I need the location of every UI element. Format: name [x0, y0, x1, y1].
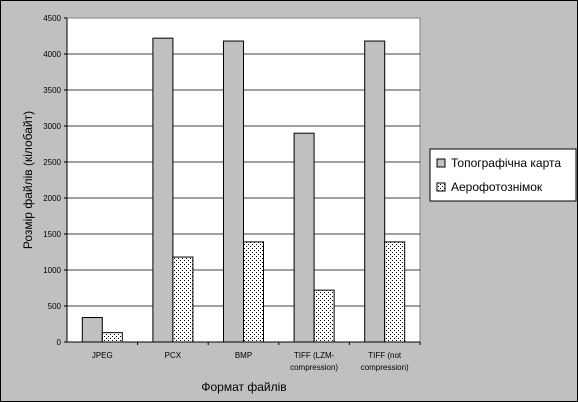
- x-tick-label: JPEG: [92, 351, 113, 360]
- x-axis-ticks: JPEG PCX BMP TIFF (LZM-compression) TIFF (no…: [92, 342, 421, 372]
- x-axis-title: Формат файлів: [201, 380, 286, 394]
- y-tick-label: 2000: [43, 194, 61, 203]
- bar-topographic: [364, 40, 386, 343]
- y-tick-label: 1500: [43, 230, 61, 239]
- bar-aerial: [243, 241, 264, 343]
- bar-aerial: [313, 289, 335, 343]
- bar-topographic: [152, 37, 174, 343]
- x-tick-label: PCX: [165, 351, 182, 360]
- y-tick-label: 1000: [43, 266, 61, 275]
- x-tick-label: BMP: [235, 351, 252, 360]
- y-tick-label: 3500: [43, 86, 61, 95]
- bar-topographic: [293, 132, 315, 343]
- legend-swatch-topographic: [436, 158, 446, 168]
- legend-box: [429, 148, 577, 202]
- y-axis-title: Розмір файлів (кілобайт): [21, 111, 35, 249]
- y-tick-label: 500: [48, 302, 62, 311]
- y-tick-label: 4500: [43, 14, 61, 23]
- bar-aerial: [384, 241, 406, 343]
- x-tick-label: compression): [361, 363, 409, 372]
- x-tick-label: TIFF (LZM-: [294, 351, 335, 360]
- x-tick-label: compression): [290, 363, 338, 372]
- legend: Топографічна карта Аерофотознімок: [429, 148, 577, 202]
- x-tick-label: TIFF (not: [368, 351, 402, 360]
- y-axis-ticks: 0 500 1000 1500 2000 2500 3000 3500 4000 4500: [43, 14, 420, 347]
- bar-topographic: [223, 40, 244, 343]
- legend-swatch-aerial: [436, 182, 446, 192]
- bar-topographic: [81, 317, 103, 343]
- y-tick-label: 3000: [43, 122, 61, 131]
- legend-label-topographic: Топографічна карта: [451, 156, 561, 170]
- y-tick-label: 2500: [43, 158, 61, 167]
- legend-label-aerial: Аерофотознімок: [451, 180, 543, 194]
- bar-aerial: [101, 332, 123, 343]
- bar-aerial: [172, 256, 194, 343]
- y-tick-label: 4000: [43, 50, 61, 59]
- y-tick-label: 0: [57, 338, 62, 347]
